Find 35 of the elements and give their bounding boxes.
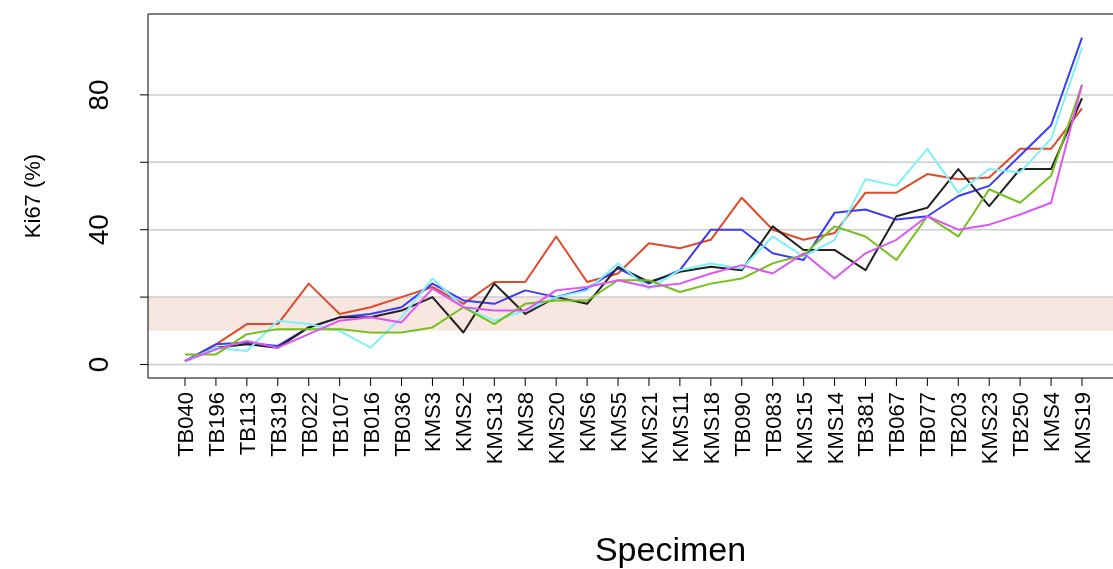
y-tick-label: 0 [83,356,114,373]
x-tick-label: TB016 [358,392,384,457]
x-tick-label: TB113 [234,392,260,456]
x-tick-label: TB083 [760,392,786,457]
x-tick-label: KMS3 [420,392,446,452]
y-axis-title: Ki67 (%) [20,153,45,239]
x-tick-label: KMS19 [1070,392,1095,465]
x-tick-label: KMS20 [544,392,570,465]
x-tick-label: TB250 [1008,392,1034,457]
x-axis-title: Specimen [594,530,747,568]
x-tick-label: KMS8 [513,392,539,452]
x-tick-label: TB022 [296,392,322,457]
x-tick-label: KMS14 [822,392,848,465]
x-tick-label: TB381 [853,392,879,457]
x-tick-label: TB036 [389,392,415,457]
x-tick-label: KMS23 [977,392,1003,465]
x-tick-label: TB203 [946,392,972,457]
x-tick-label: KMS18 [698,392,724,465]
x-tick-label: KMS13 [482,392,508,465]
x-tick-label: TB107 [327,392,353,457]
x-tick-label: TB319 [265,392,291,457]
x-tick-label: TB196 [203,392,229,457]
y-tick-label: 80 [83,79,114,111]
x-tick-label: KMS21 [636,392,662,465]
y-tick-label: 40 [83,214,114,246]
x-tick-label: KMS5 [606,392,632,452]
x-tick-label: KMS2 [451,392,477,452]
x-tick-label: TB040 [173,392,198,457]
x-tick-label: KMS6 [575,392,601,452]
x-tick-label: TB090 [729,392,755,457]
x-tick-label: KMS15 [791,392,817,465]
x-tick-label: TB067 [884,392,910,457]
x-tick-label: KMS11 [667,392,693,463]
x-tick-label: TB077 [915,392,941,457]
x-tick-label: KMS4 [1039,392,1065,452]
